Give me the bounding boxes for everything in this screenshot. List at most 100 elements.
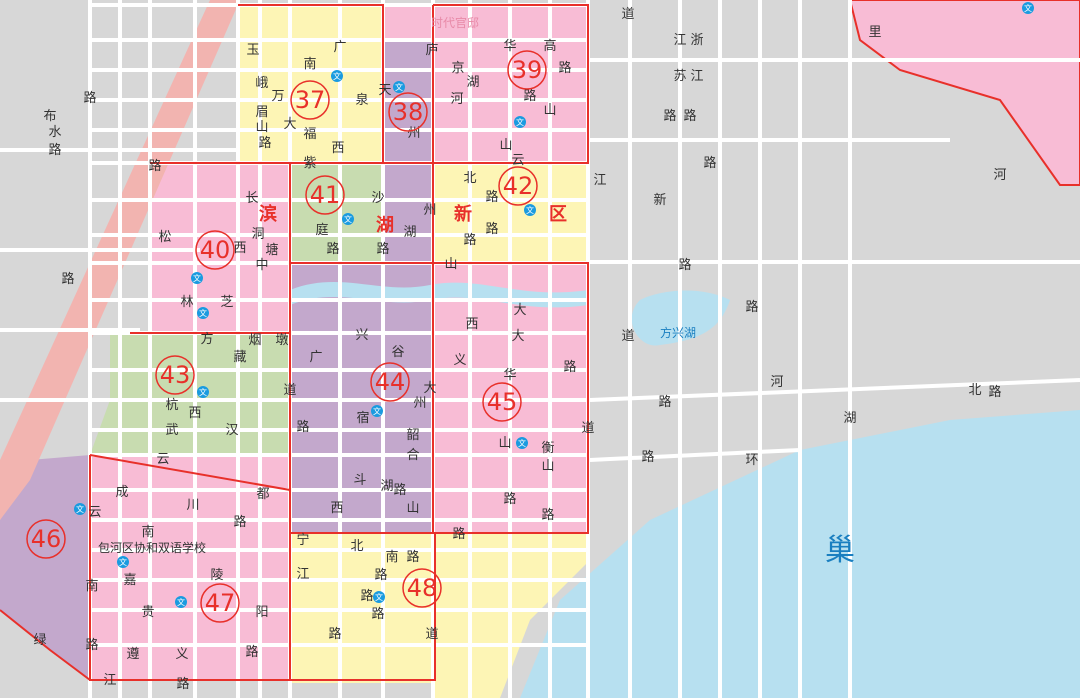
road-label: 路 <box>745 299 758 315</box>
school-icon: 文 <box>191 272 203 284</box>
road-label: 南 <box>303 56 316 72</box>
svg-text:48: 48 <box>407 574 438 602</box>
district-marker-41: 41 <box>305 175 345 215</box>
road-label: 湖 <box>843 411 856 426</box>
svg-text:45: 45 <box>487 388 518 416</box>
district-marker-42: 42 <box>498 166 538 206</box>
road-label: 洞 <box>251 227 264 242</box>
road-label: 路 <box>663 108 676 124</box>
road-label: 路 <box>61 271 74 287</box>
svg-text:44: 44 <box>375 368 406 396</box>
pond-label: 方兴湖 <box>660 325 696 340</box>
svg-text:文: 文 <box>516 117 524 127</box>
road-label: 云 <box>511 153 524 168</box>
road-label: 路 <box>703 155 716 171</box>
school-icon: 文 <box>175 596 187 608</box>
lake-label: 巢 <box>825 533 855 568</box>
svg-text:文: 文 <box>526 205 534 215</box>
road-label: 川 <box>186 498 199 513</box>
road-label: 山 <box>543 103 556 118</box>
svg-text:文: 文 <box>1024 3 1032 13</box>
road-label: 路 <box>148 158 161 174</box>
school-icon: 文 <box>74 503 86 515</box>
road-label: 北 <box>968 383 981 398</box>
svg-text:40: 40 <box>200 236 231 264</box>
road-label: 里 <box>868 25 881 40</box>
road-label: 庭 <box>315 222 328 238</box>
road-label: 山 <box>406 501 419 516</box>
district-marker-37: 37 <box>290 80 330 120</box>
road-label: 路 <box>406 549 419 565</box>
district-marker-46: 46 <box>26 519 66 559</box>
road-label: 西 <box>233 241 246 256</box>
school-icon: 文 <box>514 116 526 128</box>
road-label: 路 <box>371 606 384 622</box>
svg-text:文: 文 <box>518 438 526 448</box>
area-name-char: 新 <box>454 203 472 225</box>
road-label: 南 <box>85 578 98 594</box>
road-label: 汉 <box>225 423 238 438</box>
road-label: 路 <box>678 257 691 273</box>
svg-text:文: 文 <box>119 557 127 567</box>
road-label: 芝 <box>220 294 233 310</box>
area-name-char: 滨 <box>259 203 277 225</box>
road-label: 天 <box>378 83 391 98</box>
svg-text:文: 文 <box>344 214 352 224</box>
svg-text:文: 文 <box>333 71 341 81</box>
svg-text:文: 文 <box>375 592 383 602</box>
district-marker-38: 38 <box>388 92 428 132</box>
road-label: 河 <box>993 168 1006 183</box>
school-icon: 文 <box>197 386 209 398</box>
district-marker-39: 39 <box>507 50 547 90</box>
road-label: 路 <box>85 637 98 653</box>
road-label: 义 <box>175 647 188 662</box>
road-label: 道 <box>283 383 296 398</box>
road-label: 州 <box>407 126 420 141</box>
road-label: 江 <box>103 673 116 688</box>
road-label: 庐 <box>425 43 438 58</box>
road-label: 衡 <box>541 441 554 456</box>
district-marker-44: 44 <box>370 362 410 402</box>
svg-text:46: 46 <box>31 525 62 553</box>
area-name-char: 湖 <box>376 215 394 236</box>
road-label: 湖 <box>403 225 416 240</box>
road-label: 京 <box>451 61 464 76</box>
road-label: 华 <box>503 368 516 383</box>
svg-text:文: 文 <box>199 308 207 318</box>
road-label: 北 <box>463 171 476 186</box>
road-label: 嘉 <box>123 573 136 588</box>
school-icon: 文 <box>197 307 209 319</box>
road-label: 路 <box>393 482 406 498</box>
road-label: 西 <box>188 406 201 421</box>
road-label: 北 <box>350 539 363 554</box>
road-label: 路 <box>176 676 189 692</box>
district-marker-43: 43 <box>155 355 195 395</box>
road-label: 山 <box>499 138 512 153</box>
school-icon: 文 <box>524 204 536 216</box>
school-icon: 文 <box>373 591 385 603</box>
road-label: 路 <box>326 241 339 257</box>
road-label: 山 <box>498 436 511 451</box>
svg-text:47: 47 <box>205 589 236 617</box>
road-label: 宿 <box>356 410 369 426</box>
school-icon: 文 <box>342 213 354 225</box>
road-label: 阳 <box>255 605 268 620</box>
road-label: 长 <box>245 191 258 206</box>
svg-text:文: 文 <box>373 406 381 416</box>
svg-text:文: 文 <box>177 597 185 607</box>
road-label: 西 <box>331 141 344 156</box>
road-label: 武 <box>165 423 178 438</box>
road-label: 路 <box>641 449 654 465</box>
road-label: 宁 <box>296 532 309 548</box>
road-label: 方 <box>200 331 213 347</box>
district-marker-48: 48 <box>402 568 442 608</box>
road-label: 遵 <box>126 646 139 662</box>
road-label: 江 <box>296 567 309 582</box>
svg-text:38: 38 <box>393 98 424 126</box>
road-label: 道 <box>425 627 438 642</box>
road-label: 路 <box>558 60 571 76</box>
road-label: 杭 <box>165 398 178 413</box>
road-label: 韶 <box>406 427 419 443</box>
road-label: 浙 <box>690 33 703 48</box>
